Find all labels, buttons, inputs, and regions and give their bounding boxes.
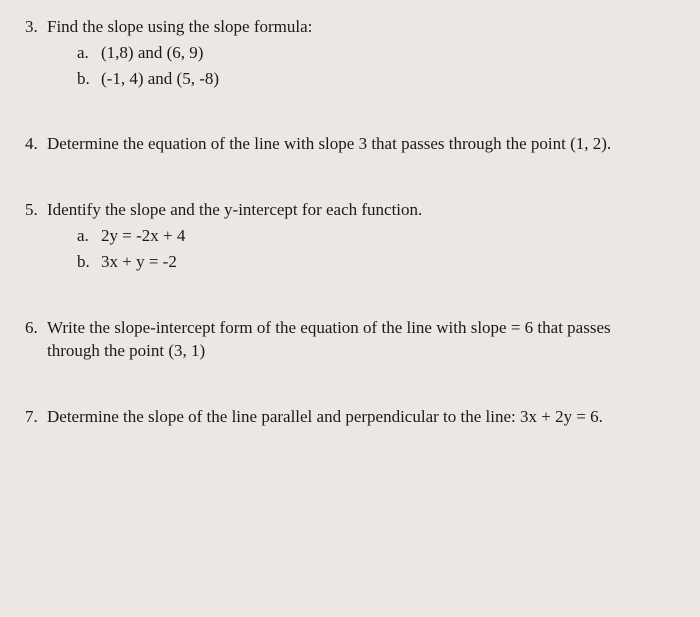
question-7-number: 7. bbox=[25, 405, 47, 429]
question-3-line: 3. Find the slope using the slope formul… bbox=[25, 15, 675, 39]
question-3-item-a: a. (1,8) and (6, 9) bbox=[77, 41, 675, 65]
question-4-text: Determine the equation of the line with … bbox=[47, 132, 675, 156]
question-3-text: Find the slope using the slope formula: bbox=[47, 15, 675, 39]
question-6-text-line1: Write the slope-intercept form of the eq… bbox=[47, 316, 675, 340]
question-3-item-a-text: (1,8) and (6, 9) bbox=[101, 41, 203, 65]
question-6-number: 6. bbox=[25, 316, 47, 340]
question-5-subitems: a. 2y = -2x + 4 b. 3x + y = -2 bbox=[77, 224, 675, 274]
question-6: 6. Write the slope-intercept form of the… bbox=[25, 316, 675, 364]
question-5-line: 5. Identify the slope and the y-intercep… bbox=[25, 198, 675, 222]
question-4-line: 4. Determine the equation of the line wi… bbox=[25, 132, 675, 156]
question-5-item-a: a. 2y = -2x + 4 bbox=[77, 224, 675, 248]
question-5-item-a-letter: a. bbox=[77, 224, 101, 248]
question-5-item-b-letter: b. bbox=[77, 250, 101, 274]
question-3: 3. Find the slope using the slope formul… bbox=[25, 15, 675, 90]
question-5-number: 5. bbox=[25, 198, 47, 222]
question-3-item-a-letter: a. bbox=[77, 41, 101, 65]
question-7-text: Determine the slope of the line parallel… bbox=[47, 405, 675, 429]
question-4-number: 4. bbox=[25, 132, 47, 156]
question-6-text-line2: through the point (3, 1) bbox=[47, 339, 675, 363]
question-3-subitems: a. (1,8) and (6, 9) b. (-1, 4) and (5, -… bbox=[77, 41, 675, 91]
question-3-item-b: b. (-1, 4) and (5, -8) bbox=[77, 67, 675, 91]
question-5-item-b: b. 3x + y = -2 bbox=[77, 250, 675, 274]
question-3-item-b-letter: b. bbox=[77, 67, 101, 91]
question-7-line: 7. Determine the slope of the line paral… bbox=[25, 405, 675, 429]
question-5-text: Identify the slope and the y-intercept f… bbox=[47, 198, 675, 222]
question-5: 5. Identify the slope and the y-intercep… bbox=[25, 198, 675, 273]
question-6-line1: 6. Write the slope-intercept form of the… bbox=[25, 316, 675, 340]
question-3-number: 3. bbox=[25, 15, 47, 39]
question-7: 7. Determine the slope of the line paral… bbox=[25, 405, 675, 429]
question-5-item-b-text: 3x + y = -2 bbox=[101, 250, 177, 274]
question-4: 4. Determine the equation of the line wi… bbox=[25, 132, 675, 156]
question-3-item-b-text: (-1, 4) and (5, -8) bbox=[101, 67, 219, 91]
question-5-item-a-text: 2y = -2x + 4 bbox=[101, 224, 185, 248]
